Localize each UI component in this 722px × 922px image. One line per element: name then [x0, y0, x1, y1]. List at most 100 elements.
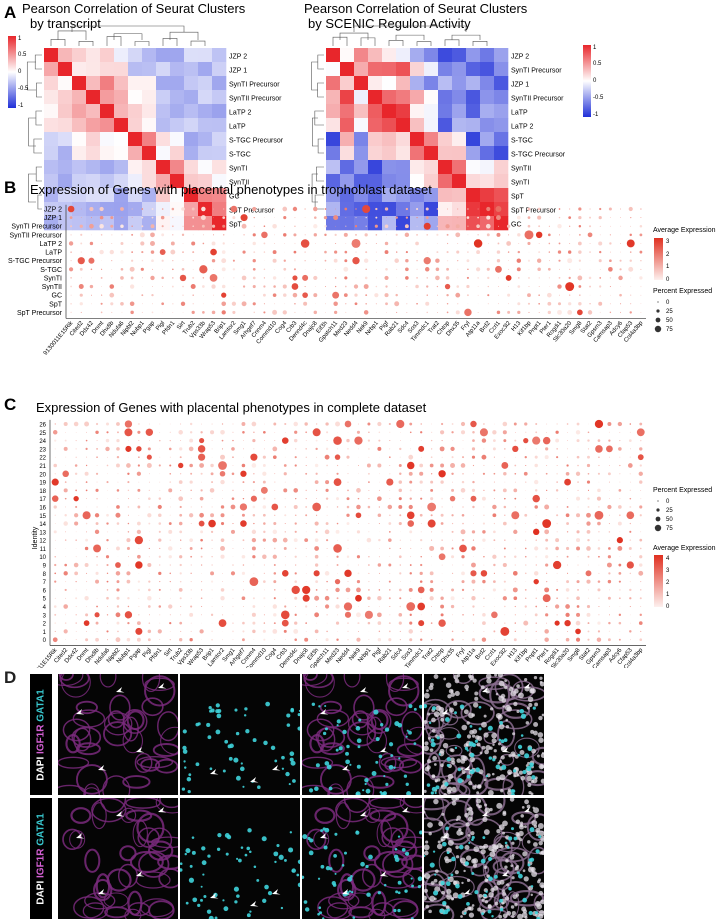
dot — [96, 465, 98, 466]
heat-cell — [114, 90, 129, 105]
dot — [585, 570, 592, 577]
dot — [106, 431, 109, 434]
nucleus — [478, 894, 483, 898]
heat-cell — [494, 48, 509, 63]
dot — [262, 464, 266, 467]
dot — [420, 456, 422, 458]
dot — [514, 464, 517, 467]
dot — [141, 260, 143, 262]
gata1-nucleus — [385, 782, 389, 786]
dot — [293, 438, 298, 443]
dot — [292, 206, 298, 212]
heat-cell — [198, 160, 213, 175]
tissue-membrane — [103, 721, 133, 747]
dot — [399, 456, 401, 458]
heat-cell — [396, 174, 411, 189]
dot — [315, 580, 319, 584]
dot — [201, 423, 202, 425]
tissue-membrane — [62, 828, 83, 851]
dot — [264, 423, 265, 425]
dot — [377, 596, 382, 601]
dot — [567, 431, 568, 433]
heat-cell — [72, 160, 87, 175]
gata1-nucleus — [322, 917, 325, 919]
dot — [471, 638, 476, 642]
gene-label: Pigl — [155, 320, 166, 332]
dendro-branch — [317, 54, 324, 70]
dot — [152, 286, 153, 287]
dot — [117, 556, 119, 558]
heat-cell — [424, 188, 439, 203]
dot — [626, 239, 635, 248]
dot — [179, 638, 183, 642]
dot — [326, 440, 328, 442]
dot — [347, 448, 349, 450]
gata1-nucleus — [413, 742, 417, 746]
dot — [546, 572, 548, 574]
dot — [101, 243, 102, 244]
dot — [575, 430, 581, 435]
gata1-nucleus — [520, 734, 524, 737]
heat-cell — [156, 48, 171, 63]
dot — [138, 597, 140, 599]
dot — [106, 481, 109, 484]
dot — [366, 537, 372, 543]
dot — [537, 267, 541, 272]
dot — [124, 428, 133, 437]
gata1-nucleus — [478, 705, 482, 709]
dot — [598, 555, 600, 558]
row-label: 12 — [39, 539, 46, 545]
heat-cell — [410, 104, 425, 119]
dot — [126, 538, 131, 543]
dot — [127, 472, 130, 475]
dot — [70, 260, 72, 262]
arrowhead-icon — [210, 769, 219, 775]
dot — [120, 224, 124, 228]
legend-b-pct-title: Percent Expressed — [653, 288, 712, 295]
dot — [252, 267, 256, 271]
dot — [493, 572, 495, 574]
dot — [86, 581, 88, 583]
dot — [75, 639, 77, 641]
heat-row-label: GC — [511, 222, 522, 229]
dot — [213, 294, 214, 296]
dot — [182, 312, 184, 313]
dot — [451, 572, 454, 574]
dot — [375, 260, 377, 262]
dot — [305, 456, 307, 458]
dot — [243, 440, 244, 441]
dot — [462, 522, 464, 525]
nucleus — [498, 914, 503, 919]
dot — [387, 504, 393, 510]
dot — [283, 629, 287, 633]
heat-cell — [184, 160, 199, 175]
dot — [136, 621, 141, 626]
heat-cell — [424, 104, 439, 119]
dot — [481, 438, 487, 443]
dot — [476, 224, 480, 229]
dot — [221, 448, 224, 450]
dot — [65, 548, 67, 549]
heat-cell — [170, 62, 185, 77]
dot — [375, 216, 378, 219]
dot — [293, 504, 298, 509]
heat-cell — [72, 174, 87, 189]
dot — [233, 251, 235, 253]
nucleus — [459, 857, 466, 864]
dot — [75, 489, 78, 492]
dot — [347, 489, 349, 492]
dot — [447, 217, 448, 218]
gata1-nucleus — [439, 908, 444, 913]
dot — [178, 521, 183, 526]
dot — [493, 472, 496, 475]
dot — [345, 587, 351, 593]
micro-merge-2 — [302, 798, 422, 919]
dot — [462, 506, 464, 508]
dot — [182, 225, 184, 227]
dot — [416, 251, 419, 254]
dot — [86, 531, 88, 533]
dot — [162, 268, 164, 270]
dot — [525, 431, 527, 433]
dot — [169, 630, 171, 632]
dot — [180, 630, 182, 632]
